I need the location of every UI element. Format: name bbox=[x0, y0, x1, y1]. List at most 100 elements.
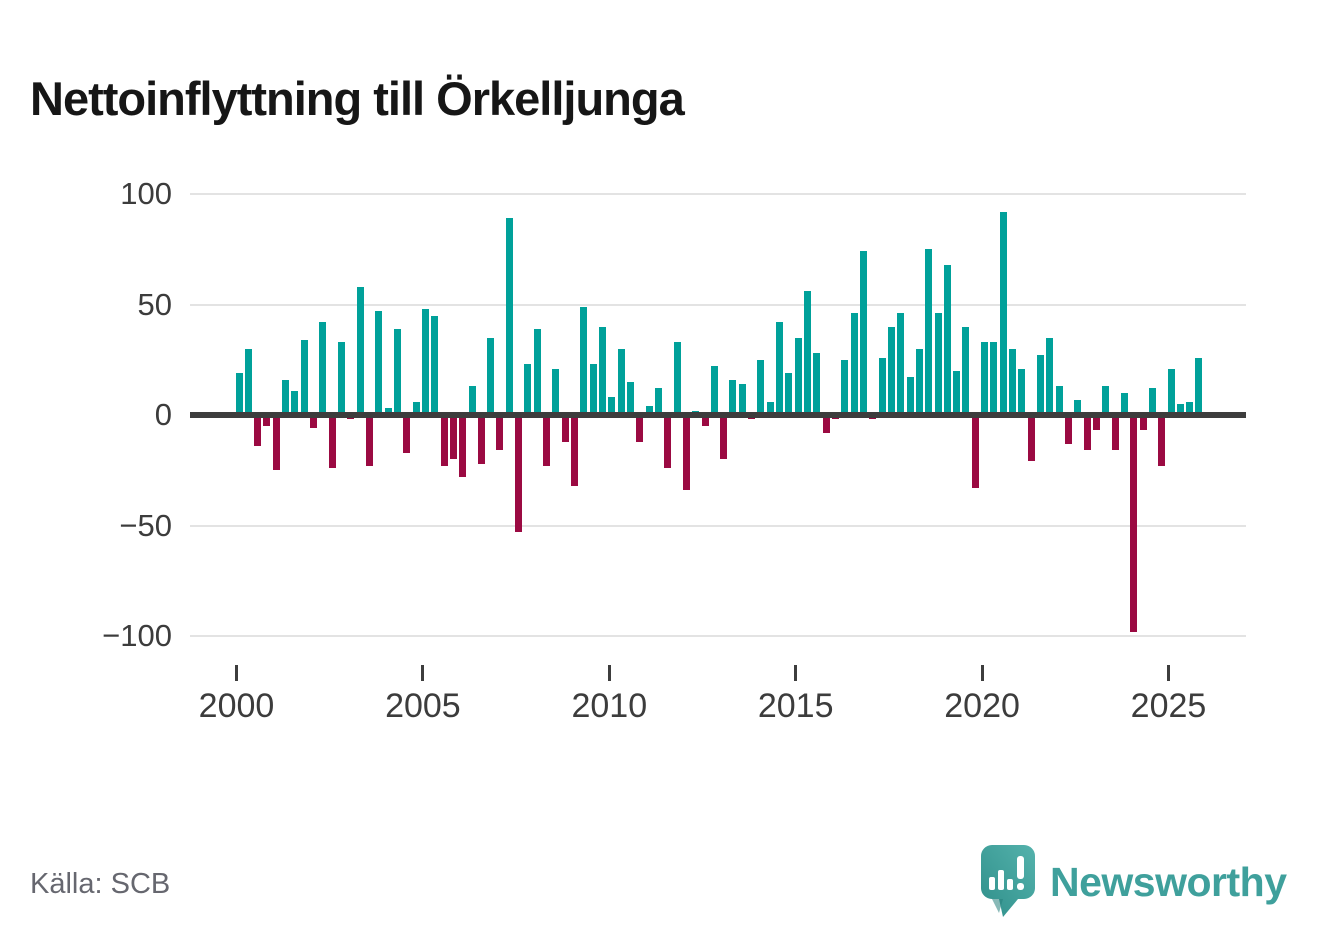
bar-2009Q1 bbox=[571, 415, 579, 486]
bar-2012Q1 bbox=[682, 415, 690, 491]
x-axis-label: 2005 bbox=[385, 687, 461, 725]
bar-2010Q4 bbox=[636, 415, 644, 442]
bar-2000Q4 bbox=[263, 415, 271, 427]
bar-2023Q2 bbox=[1102, 386, 1110, 415]
newsworthy-branding: Newsworthy bbox=[980, 844, 1287, 920]
bar-2018Q2 bbox=[915, 348, 923, 415]
gridline-y-100 bbox=[190, 193, 1246, 195]
bar-2006Q4 bbox=[487, 337, 495, 415]
bar-2021Q2 bbox=[1027, 415, 1035, 462]
bar-2025Q3 bbox=[1186, 401, 1194, 415]
bar-2003Q3 bbox=[365, 415, 373, 466]
bar-2002Q4 bbox=[338, 342, 346, 415]
bar-2019Q2 bbox=[953, 370, 961, 415]
bar-2015Q2 bbox=[804, 291, 812, 415]
bar-2013Q3 bbox=[738, 384, 746, 415]
bar-2018Q4 bbox=[934, 313, 942, 415]
gridline-y-50 bbox=[190, 303, 1246, 306]
x-axis-tick-2010 bbox=[607, 665, 611, 681]
bar-2024Q3 bbox=[1148, 388, 1156, 415]
x-axis-tick-2000 bbox=[235, 665, 238, 681]
bar-2015Q4 bbox=[822, 415, 830, 433]
bar-2003Q4 bbox=[375, 311, 383, 415]
bar-2024Q1 bbox=[1130, 415, 1138, 632]
x-axis-label: 2020 bbox=[944, 687, 1020, 725]
bar-2025Q2 bbox=[1176, 403, 1184, 415]
source-note: Källa: SCB bbox=[30, 868, 171, 900]
bar-2000Q3 bbox=[254, 415, 262, 446]
bar-2005Q1 bbox=[421, 308, 429, 415]
x-axis-tick-2020 bbox=[980, 665, 984, 681]
bar-2008Q4 bbox=[561, 415, 569, 442]
bar-2004Q1 bbox=[384, 408, 392, 415]
bar-2009Q3 bbox=[589, 364, 597, 415]
bar-2001Q1 bbox=[272, 415, 280, 471]
bar-2007Q2 bbox=[505, 218, 513, 415]
newsworthy-logo-icon bbox=[981, 845, 1035, 917]
x-axis-label: 2000 bbox=[198, 687, 275, 725]
bar-2010Q3 bbox=[626, 381, 634, 415]
chart-title: Nettoinflyttning till Örkelljunga bbox=[30, 72, 685, 126]
y-axis-label: 0 bbox=[154, 397, 172, 432]
bar-2021Q3 bbox=[1037, 355, 1045, 415]
bar-2014Q2 bbox=[766, 401, 774, 415]
y-axis-label: −100 bbox=[102, 618, 172, 653]
y-axis-label: −50 bbox=[119, 507, 172, 543]
bar-2006Q1 bbox=[459, 415, 467, 477]
bar-2009Q2 bbox=[580, 306, 588, 415]
bar-2016Q2 bbox=[841, 359, 849, 415]
bar-2007Q1 bbox=[496, 415, 504, 451]
x-axis-label: 2025 bbox=[1130, 687, 1207, 725]
bar-2011Q1 bbox=[645, 406, 653, 415]
bar-2021Q1 bbox=[1018, 368, 1026, 415]
bar-2023Q3 bbox=[1111, 415, 1119, 451]
bar-2016Q4 bbox=[859, 251, 867, 415]
x-axis-label: 2015 bbox=[757, 687, 834, 725]
bar-2011Q2 bbox=[654, 388, 662, 415]
bar-2022Q1 bbox=[1055, 386, 1063, 415]
bar-2005Q2 bbox=[431, 315, 439, 415]
bar-2012Q3 bbox=[701, 415, 709, 427]
bar-2022Q3 bbox=[1074, 399, 1082, 415]
bar-2012Q4 bbox=[710, 366, 718, 415]
bar-2021Q4 bbox=[1046, 337, 1054, 415]
y-axis-label: 100 bbox=[120, 176, 172, 211]
bar-2023Q1 bbox=[1092, 415, 1100, 431]
bar-2011Q4 bbox=[673, 342, 681, 415]
bar-2007Q3 bbox=[515, 415, 523, 533]
bar-2017Q4 bbox=[897, 313, 905, 415]
bar-2000Q1 bbox=[235, 373, 243, 415]
bar-2013Q1 bbox=[720, 415, 728, 460]
bar-2017Q2 bbox=[878, 357, 886, 415]
bar-2001Q4 bbox=[300, 339, 308, 415]
bar-2010Q1 bbox=[608, 397, 616, 415]
y-axis-label: 50 bbox=[137, 286, 172, 322]
newsworthy-logo-text: Newsworthy bbox=[1050, 858, 1287, 905]
x-axis-tick-2015 bbox=[794, 665, 798, 681]
bar-2019Q3 bbox=[962, 326, 970, 415]
bar-2024Q4 bbox=[1158, 415, 1166, 466]
bar-2020Q4 bbox=[1009, 348, 1017, 415]
bar-2008Q3 bbox=[552, 368, 560, 415]
bar-2001Q2 bbox=[282, 379, 290, 415]
x-axis-zero-line bbox=[190, 412, 1246, 418]
bar-2009Q4 bbox=[598, 326, 606, 415]
bar-2004Q4 bbox=[412, 401, 420, 415]
bar-2002Q3 bbox=[328, 415, 336, 469]
bar-2019Q4 bbox=[971, 415, 979, 488]
bar-2000Q2 bbox=[244, 348, 252, 415]
bar-2018Q1 bbox=[906, 377, 914, 415]
gridline-y-−100 bbox=[190, 635, 1246, 637]
bar-2017Q3 bbox=[887, 326, 895, 415]
bar-2006Q2 bbox=[468, 386, 476, 415]
bar-2025Q1 bbox=[1167, 368, 1175, 415]
bar-2004Q2 bbox=[393, 328, 401, 415]
bar-2010Q2 bbox=[617, 348, 625, 415]
x-axis-label: 2010 bbox=[571, 687, 648, 725]
bar-2003Q2 bbox=[356, 286, 364, 415]
bar-2005Q3 bbox=[440, 415, 448, 466]
bar-2002Q1 bbox=[310, 415, 318, 429]
bar-2016Q3 bbox=[850, 313, 858, 415]
bar-2014Q3 bbox=[776, 322, 784, 415]
